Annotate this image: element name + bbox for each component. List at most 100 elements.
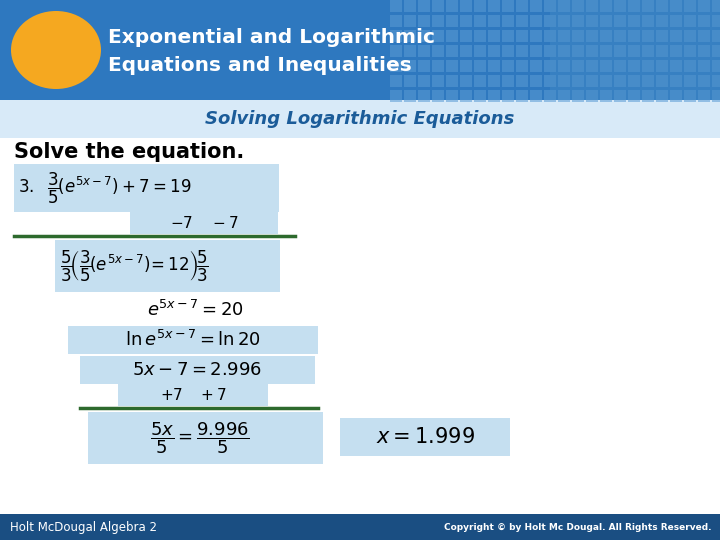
- Bar: [530, 75, 542, 87]
- Bar: [502, 60, 514, 72]
- Bar: [460, 45, 472, 57]
- Bar: [684, 75, 696, 87]
- Bar: [432, 75, 444, 87]
- Bar: [544, 0, 556, 12]
- Bar: [670, 45, 682, 57]
- Bar: [432, 30, 444, 42]
- Bar: [418, 45, 430, 57]
- Bar: [670, 30, 682, 42]
- Bar: [698, 15, 710, 27]
- Bar: [572, 60, 584, 72]
- Bar: [460, 0, 472, 12]
- Bar: [712, 15, 720, 27]
- Bar: [68, 326, 318, 354]
- Bar: [642, 60, 654, 72]
- Bar: [460, 90, 472, 102]
- Bar: [628, 0, 640, 12]
- Bar: [586, 45, 598, 57]
- Bar: [544, 90, 556, 102]
- Bar: [340, 418, 510, 456]
- Bar: [656, 45, 668, 57]
- Bar: [432, 90, 444, 102]
- Bar: [670, 15, 682, 27]
- Bar: [404, 0, 416, 12]
- Bar: [474, 45, 486, 57]
- Bar: [614, 60, 626, 72]
- Bar: [558, 60, 570, 72]
- Bar: [502, 30, 514, 42]
- Bar: [516, 75, 528, 87]
- Bar: [558, 90, 570, 102]
- Bar: [390, 60, 402, 72]
- Bar: [586, 60, 598, 72]
- Bar: [0, 514, 720, 540]
- Bar: [572, 15, 584, 27]
- Bar: [712, 90, 720, 102]
- Bar: [516, 0, 528, 12]
- Bar: [432, 15, 444, 27]
- Bar: [558, 15, 570, 27]
- Bar: [684, 15, 696, 27]
- Bar: [628, 15, 640, 27]
- Bar: [628, 30, 640, 42]
- Bar: [712, 75, 720, 87]
- Bar: [600, 90, 612, 102]
- Bar: [390, 30, 402, 42]
- Text: Solve the equation.: Solve the equation.: [14, 142, 244, 162]
- Bar: [558, 30, 570, 42]
- Text: $-7\quad\,-7$: $-7\quad\,-7$: [169, 215, 238, 231]
- Text: $\dfrac{5x}{5}=\dfrac{9.996}{5}$: $\dfrac{5x}{5}=\dfrac{9.996}{5}$: [150, 420, 250, 456]
- Bar: [656, 75, 668, 87]
- Bar: [628, 90, 640, 102]
- Bar: [390, 15, 402, 27]
- Bar: [502, 90, 514, 102]
- Bar: [684, 60, 696, 72]
- Bar: [404, 90, 416, 102]
- Bar: [712, 45, 720, 57]
- Bar: [530, 45, 542, 57]
- Text: Equations and Inequalities: Equations and Inequalities: [108, 56, 412, 75]
- Bar: [418, 75, 430, 87]
- Bar: [404, 75, 416, 87]
- Bar: [656, 15, 668, 27]
- Bar: [516, 30, 528, 42]
- Bar: [404, 60, 416, 72]
- Bar: [502, 45, 514, 57]
- Bar: [684, 90, 696, 102]
- Bar: [698, 90, 710, 102]
- Bar: [88, 412, 323, 464]
- Bar: [418, 0, 430, 12]
- Bar: [0, 100, 720, 138]
- Bar: [656, 90, 668, 102]
- Bar: [544, 15, 556, 27]
- Bar: [698, 75, 710, 87]
- Bar: [432, 60, 444, 72]
- Bar: [572, 0, 584, 12]
- Bar: [474, 75, 486, 87]
- Bar: [488, 15, 500, 27]
- Bar: [614, 15, 626, 27]
- Bar: [670, 75, 682, 87]
- Bar: [642, 30, 654, 42]
- Bar: [488, 75, 500, 87]
- Bar: [446, 60, 458, 72]
- Text: Copyright © by Holt Mc Dougal. All Rights Reserved.: Copyright © by Holt Mc Dougal. All Right…: [444, 523, 712, 531]
- Bar: [614, 30, 626, 42]
- Bar: [698, 60, 710, 72]
- Bar: [642, 45, 654, 57]
- Bar: [446, 15, 458, 27]
- Bar: [600, 45, 612, 57]
- Bar: [530, 60, 542, 72]
- Bar: [684, 30, 696, 42]
- Text: $\dfrac{5}{3}\!\left(\dfrac{3}{5}\!\left(e^{5x-7}\right)\!=12\right)\!\dfrac{5}{: $\dfrac{5}{3}\!\left(\dfrac{3}{5}\!\left…: [60, 248, 209, 284]
- Bar: [572, 30, 584, 42]
- Text: Exponential and Logarithmic: Exponential and Logarithmic: [108, 28, 435, 47]
- Bar: [432, 0, 444, 12]
- Bar: [600, 75, 612, 87]
- Bar: [614, 75, 626, 87]
- Bar: [130, 212, 278, 234]
- Bar: [614, 0, 626, 12]
- Bar: [474, 0, 486, 12]
- Bar: [712, 0, 720, 12]
- Bar: [572, 75, 584, 87]
